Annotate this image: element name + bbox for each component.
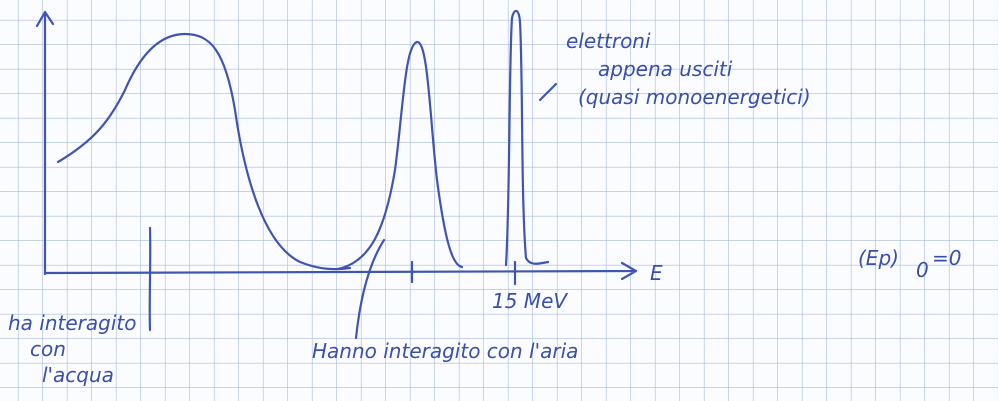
water-label: l'acqua: [42, 363, 114, 387]
water-label: ha interagito: [8, 311, 136, 335]
water-pointer: [150, 228, 151, 330]
air-label: Hanno interagito con l'aria: [312, 339, 578, 363]
electrons-label: appena usciti: [598, 57, 733, 81]
formula-subscript: 0: [916, 258, 929, 282]
sketch: E 15 MeV elettroni appena usciti (quasi …: [0, 0, 998, 401]
formula-base: (Ep): [858, 246, 899, 270]
formula-rhs: =0: [932, 246, 961, 270]
electrons-label: elettroni: [566, 29, 651, 53]
x-axis-label: E: [650, 261, 663, 285]
tick-label: 15 MeV: [492, 289, 568, 313]
electrons-label: (quasi monoenergetici): [578, 85, 811, 109]
water-label: con: [30, 337, 66, 361]
